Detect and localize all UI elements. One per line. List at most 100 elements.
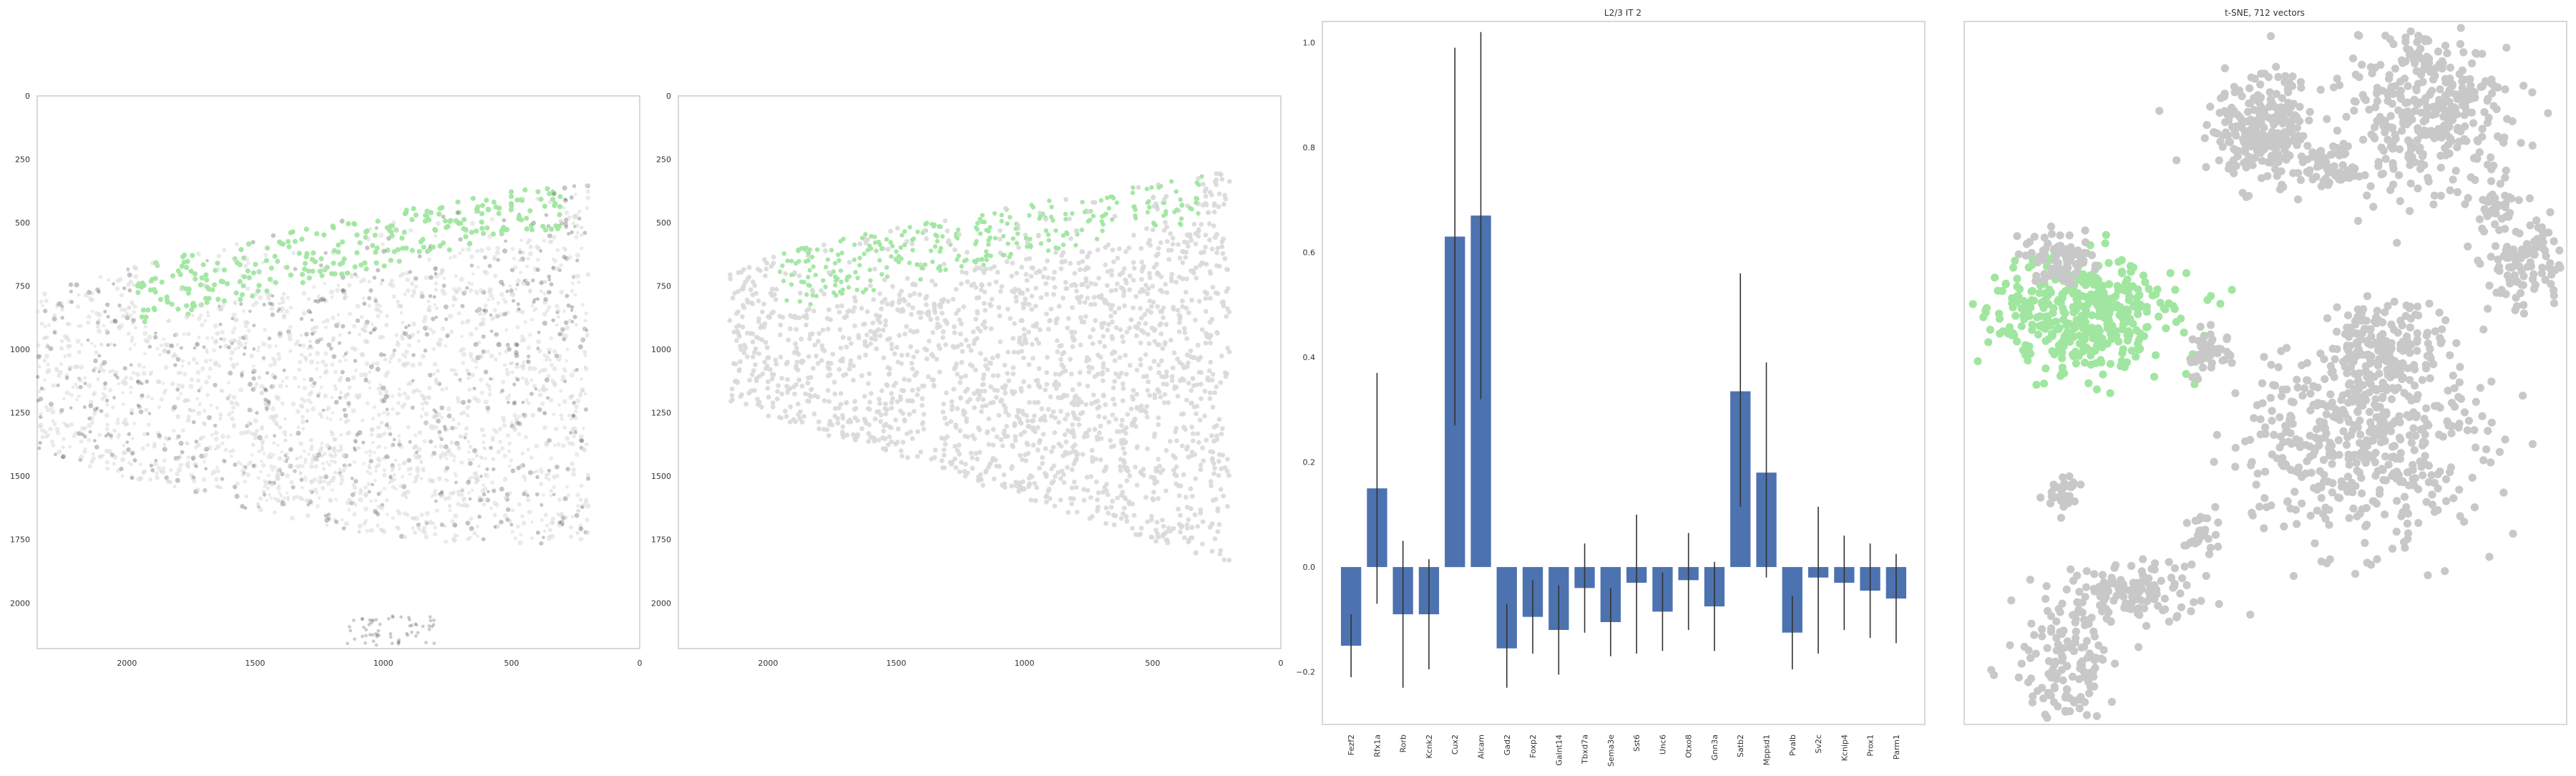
cell-point [1179,202,1184,208]
cell-point [250,270,257,276]
cell-point [213,436,219,442]
cell-point [1157,463,1162,469]
cell-point [475,204,481,210]
cell-point [455,442,459,447]
cell-point [463,436,467,440]
cell-point [465,520,471,526]
y-tick-label: 0 [25,92,30,101]
cell-point [569,534,574,539]
cell-point [215,444,221,450]
cell-point [864,332,869,338]
cell-point [1078,369,1083,375]
cell-point [187,361,191,366]
cell-point [937,369,942,374]
cell-point [109,342,113,346]
cell-point [308,352,313,357]
cell-point [1010,261,1015,266]
spatial-plot-subset: 2000 1500 1000 500 0 02505007501000125015001… [651,92,1284,668]
cell-point [416,248,422,254]
cell-point [482,440,486,445]
cell-point [439,523,444,528]
cell-point [841,435,846,440]
cell-point [246,261,250,266]
cell-point [1043,494,1049,500]
cell-point [965,279,970,284]
cell-point [567,318,572,323]
cell-point [338,481,343,486]
cell-point [90,420,95,425]
cell-point [388,360,392,364]
cell-point [67,299,73,304]
cell-point [341,324,346,329]
cell-point [514,364,519,369]
cell-point [1071,434,1077,440]
cell-point [1096,414,1101,419]
cell-point [551,266,555,270]
cell-point [103,309,107,314]
cell-point [245,286,250,291]
cell-point [929,351,935,357]
cell-point [280,401,285,406]
cell-point [1005,371,1010,376]
cell-point [855,418,860,423]
cell-point [1101,361,1106,367]
cell-point [769,311,774,316]
cell-point [396,510,402,516]
cell-point [542,535,545,539]
cell-point [1138,362,1143,368]
cell-point [180,450,185,455]
cell-point [994,394,999,400]
cell-point [776,383,781,388]
cell-point [1226,472,1231,478]
cell-point [1083,278,1089,284]
cell-point [353,359,358,363]
cell-point [416,339,421,344]
cell-point [282,500,286,505]
cell-point [1056,382,1062,387]
cell-point [147,344,152,349]
cell-point [38,422,44,428]
cell-point [1095,247,1101,253]
cell-point [440,415,444,419]
cell-point [1111,385,1116,391]
cell-point [1085,266,1091,271]
cell-point [547,304,552,310]
cell-point [841,236,846,241]
cell-point [439,405,444,411]
cell-point [338,333,342,337]
cell-point [188,268,194,274]
cell-point [559,263,564,268]
cell-point [933,232,938,238]
cell-point [311,453,316,458]
cell-point [369,458,374,464]
cell-point [327,447,331,452]
cell-point [122,421,129,427]
cell-point [252,324,256,328]
cell-point [1131,420,1136,426]
cell-point [819,288,824,294]
cell-point [520,376,525,380]
cell-point [444,317,449,321]
cell-point [1184,289,1189,295]
cell-point [463,227,469,233]
cell-point [309,500,314,505]
cell-point [831,379,837,385]
cell-point [132,283,136,287]
cell-point [159,397,165,402]
cell-point [1148,475,1154,480]
cell-point [356,445,361,450]
cell-point [250,442,255,447]
cell-point [559,289,565,295]
cell-point [745,299,751,305]
cell-point [1159,374,1164,379]
cell-point [909,387,915,393]
cell-point [1033,324,1039,329]
cell-point [527,208,533,213]
cell-point [551,234,557,240]
cell-point [137,362,142,368]
cell-point [1169,374,1175,379]
cell-point [79,384,83,389]
cell-point [934,357,940,362]
cell-point [152,444,157,449]
